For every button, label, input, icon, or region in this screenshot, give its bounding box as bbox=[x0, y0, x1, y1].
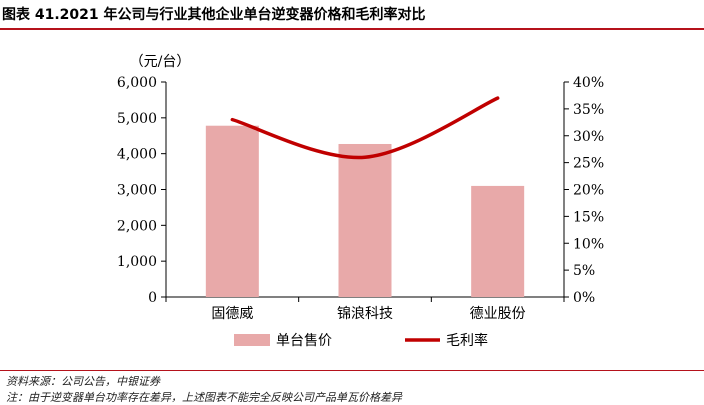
y-tick-label-left: 2,000 bbox=[117, 218, 157, 234]
x-tick-label: 锦浪科技 bbox=[337, 305, 393, 322]
x-tick-label: 固德威 bbox=[211, 306, 253, 322]
note-text: 注：由于逆变器单台功率存在差异，上述图表不能完全反映公司产品单瓦价格差异 bbox=[6, 389, 402, 405]
y-unit-label: （元/台） bbox=[130, 54, 191, 70]
footer-rule bbox=[0, 370, 704, 371]
y-tick-label-right: 15% bbox=[573, 209, 604, 225]
source-text: 资料来源：公司公告，中银证券 bbox=[6, 373, 160, 389]
bar bbox=[339, 144, 392, 297]
y-tick-label-right: 40% bbox=[573, 75, 604, 91]
y-tick-label-left: 6,000 bbox=[117, 75, 157, 91]
y-tick-label-right: 35% bbox=[573, 102, 604, 118]
legend-swatch-bar bbox=[234, 334, 270, 346]
y-tick-label-right: 0% bbox=[573, 290, 595, 306]
bar bbox=[471, 186, 524, 297]
legend-label-line: 毛利率 bbox=[446, 332, 488, 349]
x-tick-label: 德业股份 bbox=[470, 306, 526, 322]
y-tick-label-right: 25% bbox=[573, 156, 604, 172]
bar bbox=[206, 126, 259, 297]
y-tick-label-right: 30% bbox=[573, 129, 604, 145]
y-tick-label-left: 1,000 bbox=[117, 254, 157, 270]
y-tick-label-left: 4,000 bbox=[117, 147, 157, 163]
y-tick-label-left: 3,000 bbox=[117, 183, 157, 199]
y-tick-label-right: 20% bbox=[573, 183, 604, 199]
y-tick-label-left: 0 bbox=[148, 290, 157, 306]
y-tick-label-left: 5,000 bbox=[117, 111, 157, 127]
legend-label-bar: 单台售价 bbox=[276, 333, 332, 349]
y-tick-label-right: 5% bbox=[573, 263, 595, 279]
y-tick-label-right: 10% bbox=[573, 236, 604, 252]
